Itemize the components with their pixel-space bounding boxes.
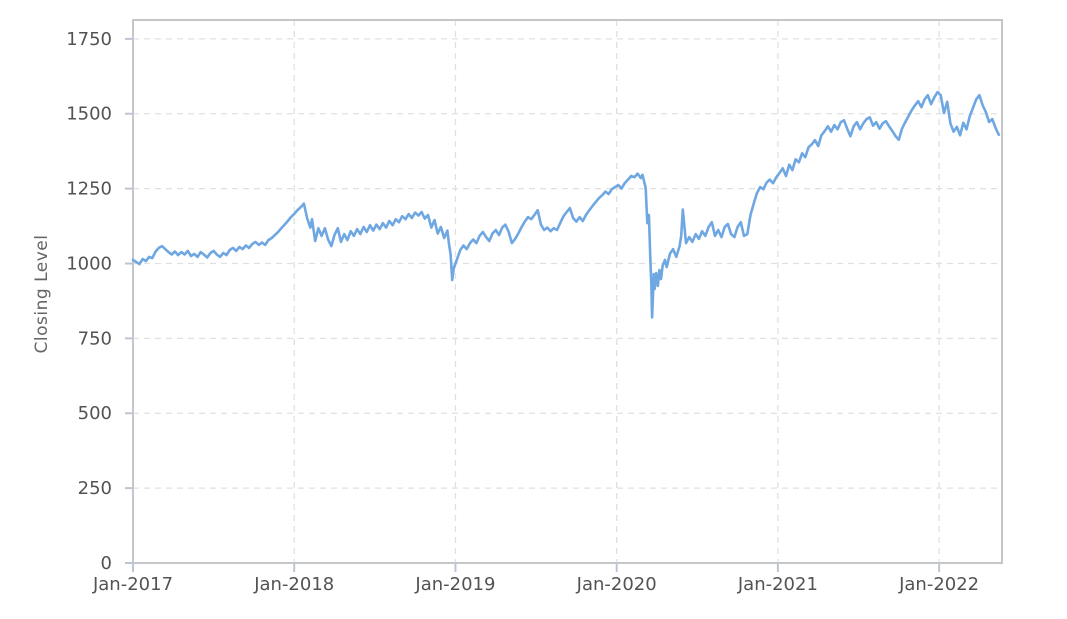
x-tick-label: Jan-2021 — [737, 574, 818, 595]
y-tick-label: 1000 — [66, 253, 112, 274]
x-tick-label: Jan-2020 — [576, 574, 657, 595]
y-tick-label: 250 — [78, 478, 112, 499]
x-tick-label: Jan-2018 — [253, 574, 334, 595]
y-tick-label: 0 — [101, 553, 112, 574]
y-tick-label: 1250 — [66, 179, 112, 200]
y-axis-title: Closing Level — [32, 234, 52, 354]
y-tick-label: 1500 — [66, 104, 112, 125]
y-tick-label: 1750 — [66, 29, 112, 50]
x-tick-label: Jan-2022 — [898, 574, 979, 595]
y-tick-label: 500 — [78, 403, 112, 424]
x-tick-label: Jan-2017 — [92, 574, 173, 595]
closing-level-series-line — [131, 90, 1001, 319]
plot-border — [132, 19, 1003, 564]
y-tick-label: 750 — [78, 328, 112, 349]
x-tick-label: Jan-2019 — [414, 574, 495, 595]
